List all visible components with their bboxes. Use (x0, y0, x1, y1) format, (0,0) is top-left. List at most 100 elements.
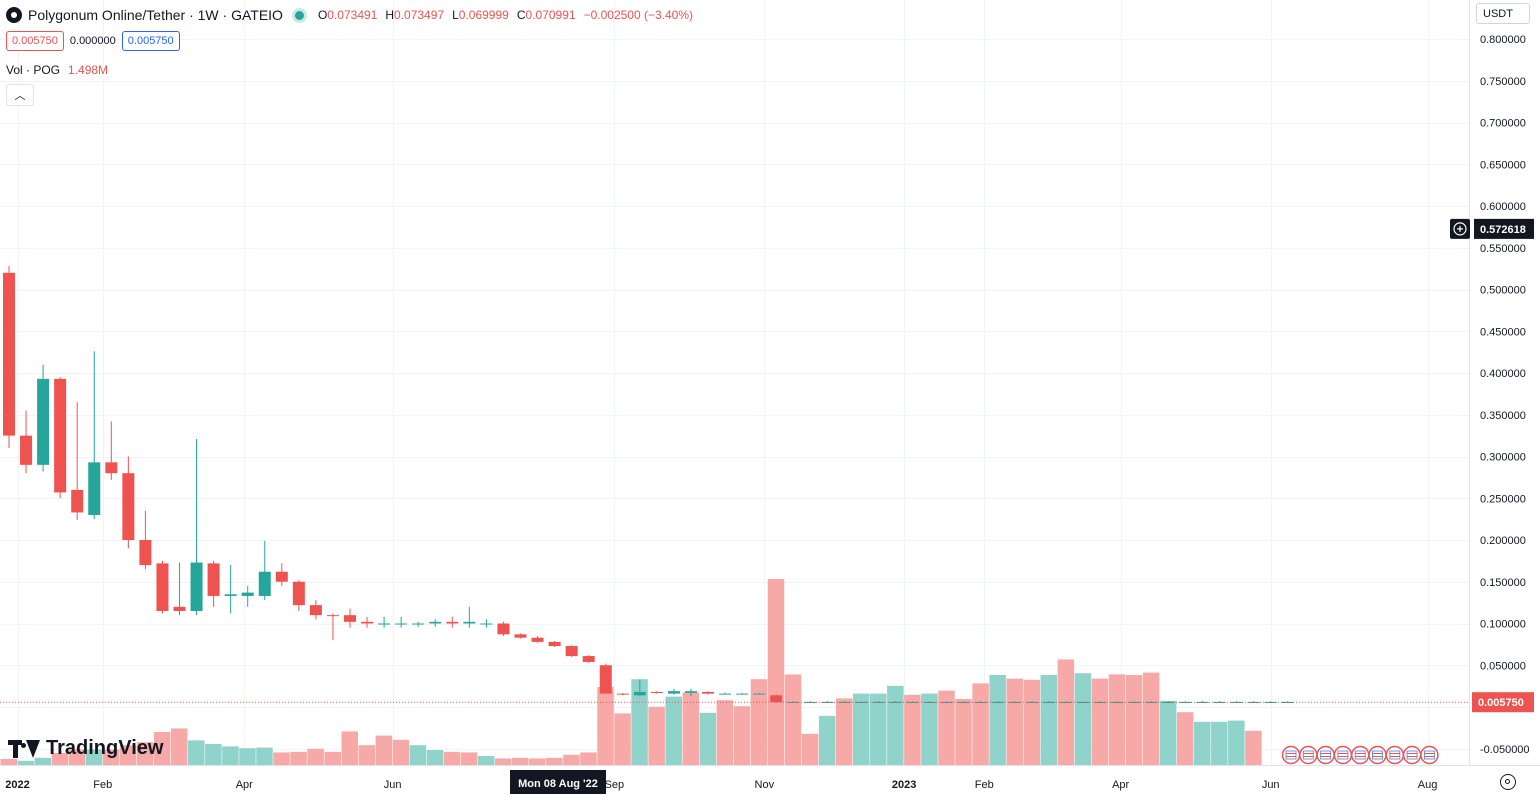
volume-bar (1211, 721, 1228, 765)
buy-button[interactable]: 0.005750 (121, 31, 180, 51)
economic-event-flag-icon[interactable] (1333, 745, 1353, 765)
economic-event-flag-icon[interactable] (1402, 745, 1422, 765)
volume-bar (699, 712, 717, 765)
collapse-legend-button[interactable]: ︿ (6, 84, 34, 106)
volume-bar (631, 679, 648, 765)
volume-bar (273, 752, 290, 765)
open-label: O (317, 8, 328, 22)
volume-bars (0, 579, 1262, 765)
low-label: L (452, 8, 459, 22)
economic-event-flag-icon[interactable] (1281, 745, 1301, 765)
candle-body (344, 615, 356, 622)
volume-bar (1142, 672, 1160, 765)
tradingview-brand[interactable]: TradingView (8, 737, 163, 760)
candle-body (54, 378, 67, 493)
volume-bar (239, 748, 256, 765)
currency-selector[interactable]: USDT (1476, 3, 1530, 24)
time-tick-label: Feb (93, 779, 112, 791)
volume-bar (392, 739, 410, 765)
volume-bar (1091, 678, 1109, 765)
volume-bar (989, 675, 1006, 765)
symbol-header: Polygonum Online/Tether · 1W · GATEIO O 0… (6, 4, 693, 26)
time-tick-label: 2023 (892, 779, 916, 791)
economic-event-flag-icon[interactable] (1368, 745, 1387, 765)
candle-body (1264, 701, 1277, 703)
candle-body (940, 701, 953, 703)
price-tick-label: 0.500000 (1480, 285, 1526, 297)
price-tick-label: 0.200000 (1480, 535, 1526, 547)
sell-button[interactable]: 0.005750 (6, 31, 64, 51)
candle-body (889, 701, 902, 703)
volume-bar (648, 706, 665, 765)
volume-bar (68, 749, 86, 765)
economic-event-flags[interactable] (1281, 745, 1439, 765)
volume-bar (563, 754, 580, 765)
volume-bar (1245, 730, 1262, 765)
volume-bar (801, 733, 819, 765)
candle-body (872, 701, 885, 703)
candle-body (974, 701, 987, 703)
close-value: 0.070991 (525, 8, 576, 22)
volume-value: 1.498M (68, 63, 109, 77)
low-value: 0.069999 (458, 8, 509, 22)
candle-body (702, 691, 715, 694)
volume-label[interactable]: Vol · POG (6, 63, 61, 77)
candle-body (156, 563, 169, 611)
economic-event-flag-icon[interactable] (1350, 745, 1370, 765)
price-tick-label: 0.600000 (1480, 201, 1526, 213)
candle-body (1043, 701, 1056, 703)
volume-bar (580, 752, 597, 765)
volume-bar (290, 751, 307, 765)
candle-body (88, 462, 101, 515)
candle-body (378, 623, 391, 625)
volume-bar (205, 744, 222, 765)
volume-bar (938, 690, 955, 765)
volume-bar (222, 746, 239, 765)
candle-body (1196, 701, 1209, 703)
price-tick-label: 0.750000 (1480, 76, 1526, 88)
economic-event-flag-icon[interactable] (1385, 745, 1405, 765)
volume-bar (818, 715, 836, 765)
settings-gear-icon[interactable] (1500, 774, 1516, 790)
economic-event-flag-icon[interactable] (1299, 745, 1318, 765)
volume-bar (0, 759, 17, 765)
volume-bar (1194, 721, 1211, 765)
price-change: −0.002500 (−3.40%) (583, 8, 693, 22)
candle-body (105, 462, 118, 474)
volume-bar (682, 692, 699, 765)
candle-body (37, 378, 50, 465)
volume-bar (375, 735, 393, 765)
candle-body (275, 571, 288, 582)
candle-body (923, 701, 936, 703)
economic-event-flag-icon[interactable] (1316, 745, 1335, 765)
volume-bar (1176, 712, 1194, 765)
volume-bar (767, 579, 785, 765)
candle-body (787, 701, 800, 703)
chart-grid (0, 0, 1469, 765)
volume-bar (34, 757, 52, 765)
price-tick-label: 0.050000 (1480, 660, 1526, 672)
price-axis[interactable]: 0.800000 0.750000 0.700000 0.650000 0.600000… (1480, 34, 1530, 756)
candle-body (667, 691, 680, 694)
candle-body (1247, 701, 1260, 703)
price-tick-label: 0.400000 (1480, 368, 1526, 380)
volume-bar (136, 742, 154, 765)
candle-body (582, 656, 595, 662)
add-price-icon[interactable] (1450, 218, 1470, 239)
volume-bar (597, 687, 614, 765)
symbol-title[interactable]: Polygonum Online/Tether · 1W · GATEIO (28, 7, 283, 23)
last-price-badge (1472, 692, 1534, 713)
candle-body (224, 594, 237, 596)
economic-event-flag-icon[interactable] (1420, 745, 1439, 765)
high-value: 0.073497 (394, 8, 445, 22)
price-tick-label: 0.550000 (1480, 243, 1526, 255)
price-tick-label: 0.150000 (1480, 577, 1526, 589)
time-tick-label: Feb (975, 779, 994, 791)
volume-bar (307, 748, 324, 765)
time-axis[interactable]: 2022 Feb Apr Jun Sep Nov 2023 Feb Apr Jun Aug Mon 0… (5, 770, 1437, 794)
crosshair-price-badge (1474, 218, 1534, 239)
candle-body (599, 665, 612, 694)
volume-bar (665, 696, 682, 765)
candle-body (241, 592, 254, 596)
